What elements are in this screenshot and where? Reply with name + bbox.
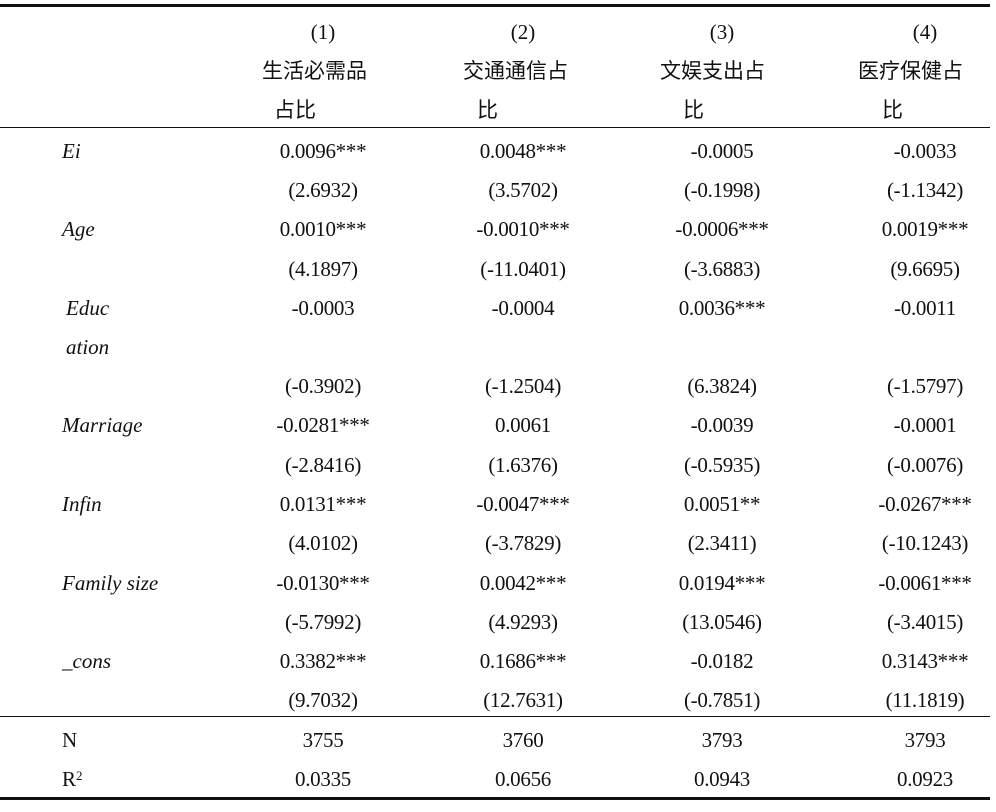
coef-cell: 0.0019*** [881, 217, 969, 241]
coef-cell: 0.0131*** [279, 492, 367, 516]
coef-cell: 0.0036*** [678, 296, 766, 320]
r2-cell: 0.0335 [295, 767, 351, 791]
tstat-cell: (11.1819) [885, 688, 965, 712]
tstat-cell: (-1.1342) [886, 178, 964, 202]
coef-cell: 0.0096*** [279, 139, 367, 163]
n-cell: 3760 [502, 728, 544, 752]
coef-cell: -0.0182 [690, 649, 754, 673]
tstat-cell: (-1.5797) [886, 374, 964, 398]
tstat-cell: (4.9293) [488, 610, 558, 634]
coef-cell: 0.3143*** [881, 649, 969, 673]
coef-cell: -0.0033 [893, 139, 957, 163]
coef-cell: -0.0039 [690, 413, 754, 437]
coef-cell: 0.0051** [683, 492, 761, 516]
tstat-cell: (-3.4015) [886, 610, 964, 634]
coef-cell: 0.0194*** [678, 571, 766, 595]
n-cell: 3793 [701, 728, 743, 752]
n-cell: 3755 [302, 728, 344, 752]
tstat-cell: (-1.2504) [484, 374, 562, 398]
tstat-cell: (-2.8416) [284, 453, 362, 477]
col1-title-line2: 占比 [274, 98, 316, 122]
coef-cell: -0.0004 [491, 296, 555, 320]
tstat-cell: (-0.0076) [886, 453, 964, 477]
coef-cell: -0.0006*** [675, 217, 769, 241]
row-label-education-line2: ation [66, 335, 110, 359]
col4-title-line1: 医疗保健占 [858, 59, 963, 83]
tstat-cell: (-3.7829) [484, 531, 562, 555]
tstat-cell: (2.3411) [687, 531, 757, 555]
header-rule [0, 127, 990, 128]
row-label-education-line1: Educ [66, 296, 110, 320]
bottom-rule [0, 797, 990, 800]
tstat-cell: (-0.5935) [683, 453, 761, 477]
tstat-cell: (6.3824) [687, 374, 757, 398]
coef-cell: -0.0010*** [476, 217, 570, 241]
tstat-cell: (1.6376) [488, 453, 558, 477]
coef-cell: -0.0047*** [476, 492, 570, 516]
row-label-family-size: Family size [62, 571, 159, 595]
n-cell: 3793 [904, 728, 946, 752]
col1-title-line1: 生活必需品 [262, 59, 367, 83]
col2-title-line2: 比 [477, 98, 498, 122]
coef-cell: 0.3382*** [279, 649, 367, 673]
col3-title-line2: 比 [683, 98, 704, 122]
top-rule [0, 4, 990, 7]
tstat-cell: (3.5702) [488, 178, 558, 202]
r2-letter: R [62, 767, 77, 791]
col1-number: (1) [310, 20, 336, 44]
coef-cell: -0.0267*** [878, 492, 972, 516]
col4-title-line2: 比 [882, 98, 903, 122]
r2-superscript: 2 [76, 768, 83, 783]
r2-cell: 0.0656 [495, 767, 551, 791]
tstat-cell: (9.7032) [288, 688, 358, 712]
col3-title-line1: 文娱支出占 [660, 59, 765, 83]
tstat-cell: (4.0102) [288, 531, 358, 555]
coef-cell: -0.0003 [291, 296, 355, 320]
col3-number: (3) [709, 20, 735, 44]
coef-cell: -0.0005 [690, 139, 754, 163]
coef-cell: 0.1686*** [479, 649, 567, 673]
tstat-cell: (-0.1998) [683, 178, 761, 202]
tstat-cell: (-5.7992) [284, 610, 362, 634]
tstat-cell: (-3.6883) [683, 257, 761, 281]
tstat-cell: (13.0546) [682, 610, 762, 634]
coef-cell: -0.0061*** [878, 571, 972, 595]
row-label-marriage: Marriage [62, 413, 143, 437]
coef-cell: -0.0130*** [276, 571, 370, 595]
tstat-cell: (-0.3902) [284, 374, 362, 398]
body-rule [0, 716, 990, 717]
col2-title-line1: 交通通信占 [463, 59, 568, 83]
row-label-ei: Ei [62, 139, 81, 163]
r2-cell: 0.0923 [897, 767, 953, 791]
r2-cell: 0.0943 [694, 767, 750, 791]
coef-cell: 0.0010*** [279, 217, 367, 241]
row-label-age: Age [62, 217, 95, 241]
coef-cell: -0.0001 [893, 413, 957, 437]
row-label-n: N [62, 728, 78, 752]
col4-number: (4) [912, 20, 938, 44]
coef-cell: 0.0042*** [479, 571, 567, 595]
coef-cell: -0.0281*** [276, 413, 370, 437]
tstat-cell: (9.6695) [890, 257, 960, 281]
tstat-cell: (-10.1243) [881, 531, 969, 555]
tstat-cell: (4.1897) [288, 257, 358, 281]
tstat-cell: (-11.0401) [480, 257, 566, 281]
row-label-cons: _cons [62, 649, 111, 673]
col2-number: (2) [510, 20, 536, 44]
tstat-cell: (-0.7851) [683, 688, 761, 712]
row-label-infin: Infin [62, 492, 102, 516]
tstat-cell: (12.7631) [483, 688, 563, 712]
tstat-cell: (2.6932) [288, 178, 358, 202]
coef-cell: -0.0011 [894, 296, 956, 320]
row-label-r2: R2 [62, 767, 83, 791]
coef-cell: 0.0048*** [479, 139, 567, 163]
coef-cell: 0.0061 [495, 413, 551, 437]
